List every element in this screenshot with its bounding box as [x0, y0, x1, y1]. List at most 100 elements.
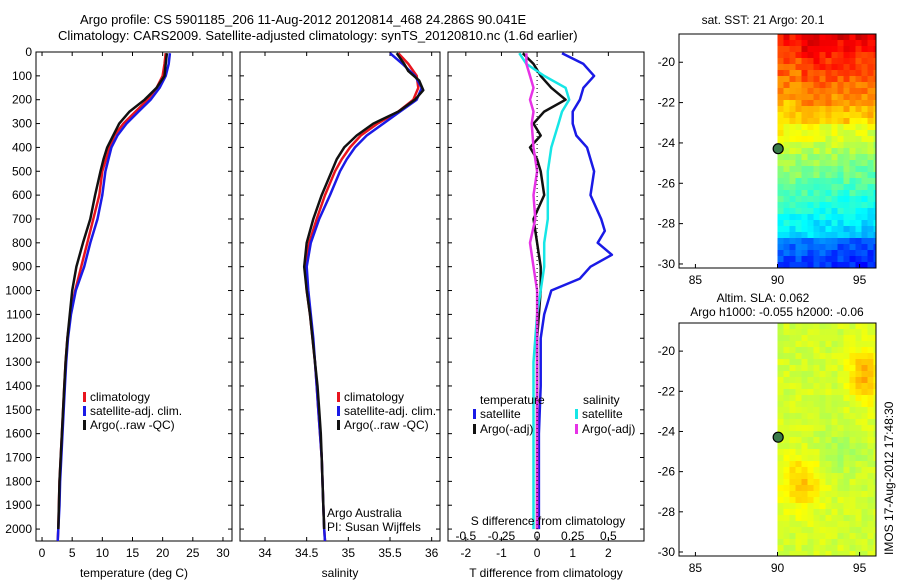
sst_map-cell: [783, 166, 790, 172]
sla_map-cell: [813, 485, 820, 491]
sst_map-cell: [801, 214, 808, 220]
sla_map-cell: [855, 359, 862, 365]
sst_map-cell: [855, 226, 862, 232]
sla_map-cell: [777, 503, 784, 509]
sst_map-cell: [849, 136, 856, 142]
sst_map-cell: [861, 250, 868, 256]
sst_map-cell: [867, 112, 874, 118]
sst_map-cell: [795, 160, 802, 166]
sst_map-cell: [831, 136, 838, 142]
sla_map-cell: [849, 347, 856, 353]
sla_map-cell: [825, 443, 832, 449]
sla_map-cell: [861, 527, 868, 533]
sst_map-cell: [837, 142, 844, 148]
sla_map-cell: [861, 365, 868, 371]
sst_map-cell: [843, 34, 850, 40]
sst_map-cell: [801, 238, 808, 244]
sst_map-cell: [819, 220, 826, 226]
temperature-ytick-label: 100: [12, 69, 32, 83]
sla_map-cell: [819, 509, 826, 515]
sla_map-cell: [795, 323, 802, 329]
sla_map-cell: [843, 401, 850, 407]
sla_map-cell: [807, 449, 814, 455]
sst_map-cell: [813, 220, 820, 226]
sla_map-cell: [807, 533, 814, 539]
sst_map-cell: [861, 214, 868, 220]
sla_map-cell: [855, 485, 862, 491]
sla_map-cell: [873, 515, 876, 521]
sst_map-cell: [795, 130, 802, 136]
sla_map-cell: [867, 533, 874, 539]
sst_map-cell: [813, 250, 820, 256]
sst_map-cell: [831, 46, 838, 52]
sst_map-cell: [801, 166, 808, 172]
sla_map-cell: [813, 371, 820, 377]
sla_map-cell: [777, 389, 784, 395]
sst_map-cell: [861, 244, 868, 250]
sla_map-cell: [777, 467, 784, 473]
sla_map-cell: [825, 521, 832, 527]
sst_map-cell: [795, 232, 802, 238]
sst_map-cell: [855, 100, 862, 106]
sst_map-cell: [843, 220, 850, 226]
sla_map-cell: [867, 527, 874, 533]
sst_map-cell: [795, 46, 802, 52]
sla_map-cell: [789, 515, 796, 521]
sst_map-cell: [861, 34, 868, 40]
sst_map-cell: [819, 208, 826, 214]
sst_map-cell: [789, 160, 796, 166]
sst_map-cell: [801, 232, 808, 238]
sla_map-cell: [789, 479, 796, 485]
sla_map-cell: [801, 485, 808, 491]
sst_map-cell: [843, 100, 850, 106]
sst_map-cell: [861, 172, 868, 178]
sla_map-cell: [855, 371, 862, 377]
sst_map-cell: [807, 100, 814, 106]
sst_map-cell: [867, 64, 874, 70]
sla_map-cell: [783, 341, 790, 347]
sst_map-cell: [789, 100, 796, 106]
sst_map-cell: [777, 46, 784, 52]
sla_map-cell: [801, 461, 808, 467]
sst_map-cell: [807, 148, 814, 154]
sla_map-cell: [819, 485, 826, 491]
sst_map-cell: [789, 46, 796, 52]
sst_map-cell: [843, 52, 850, 58]
sst_map-cell: [831, 172, 838, 178]
sst_map-cell: [801, 190, 808, 196]
sla_map-cell: [831, 437, 838, 443]
sst_map-cell: [837, 106, 844, 112]
sla_map-cell: [819, 539, 826, 545]
sla_map-cell: [873, 521, 876, 527]
sst_map-cell: [819, 82, 826, 88]
sla_map-cell: [795, 449, 802, 455]
temperature-ytick-label: 1100: [6, 307, 32, 321]
sla_map-cell: [777, 485, 784, 491]
sst_map-cell: [861, 124, 868, 130]
sst_map-cell: [843, 184, 850, 190]
sst_map-cell: [849, 256, 856, 262]
sla_map-cell: [819, 491, 826, 497]
sla_map-cell: [789, 533, 796, 539]
sst_map-cell: [837, 124, 844, 130]
sla_map-cell: [777, 335, 784, 341]
sst_map-cell: [837, 214, 844, 220]
difference-xtick-label: 0: [534, 546, 541, 560]
sla_map-cell: [843, 431, 850, 437]
sla_map-cell: [843, 455, 850, 461]
sla_map-cell: [861, 419, 868, 425]
sla_map-argo-marker: [772, 431, 784, 443]
sst_map-cell: [843, 106, 850, 112]
sla_map-cell: [789, 347, 796, 353]
sst_map-cell: [813, 202, 820, 208]
sst_map-cell: [777, 40, 784, 46]
sst_map-cell: [837, 118, 844, 124]
sst_map-cell: [831, 70, 838, 76]
sst_map-cell: [873, 154, 876, 160]
sla_map-cell: [831, 539, 838, 545]
sla_map-cell: [813, 395, 820, 401]
sst_map-cell: [873, 64, 876, 70]
sst_map-cell: [825, 202, 832, 208]
sla_map-cell: [783, 335, 790, 341]
sla_map-cell: [777, 419, 784, 425]
